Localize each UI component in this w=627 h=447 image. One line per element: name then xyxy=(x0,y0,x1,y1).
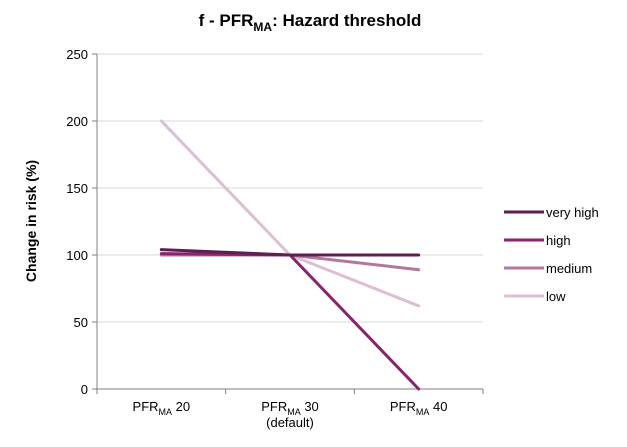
legend-item: low xyxy=(504,289,566,304)
series-line-high xyxy=(159,252,421,391)
chart-title-subscript: MA xyxy=(253,20,272,34)
x-tick-label-subscript: MA xyxy=(416,407,430,417)
x-tick-label-base: PFR xyxy=(390,399,416,414)
x-tick-label-base: PFR xyxy=(133,399,159,414)
legend-label: high xyxy=(546,233,571,248)
chart-title: f - PFRMA: Hazard threshold xyxy=(199,11,422,34)
legend-item: medium xyxy=(504,261,592,276)
y-tick-label: 100 xyxy=(66,248,88,263)
x-tick-label-suffix: 20 xyxy=(172,399,190,414)
x-tick-label: PFRMA 20 xyxy=(133,399,191,417)
x-tick-label-suffix: 40 xyxy=(429,399,447,414)
x-tick-label: PFRMA 40 xyxy=(390,399,448,417)
legend-item: very high xyxy=(504,205,599,220)
series-line-very-high xyxy=(159,248,421,257)
series-line-medium xyxy=(159,253,421,272)
x-tick-label: PFRMA 30 xyxy=(261,399,319,417)
y-tick-label: 0 xyxy=(81,382,88,397)
chart-title-prefix: f - PFR xyxy=(199,11,254,30)
series-line-low xyxy=(159,119,421,308)
x-tick-label-suffix: 30 xyxy=(301,399,319,414)
legend-label: very high xyxy=(546,205,599,220)
y-tick-label: 50 xyxy=(74,315,88,330)
legend-label: low xyxy=(546,289,566,304)
legend-label: medium xyxy=(546,261,592,276)
x-tick-note: (default) xyxy=(266,415,314,430)
y-axis-label: Change in risk (%) xyxy=(23,160,39,282)
y-tick-label: 250 xyxy=(66,47,88,62)
y-tick-label: 200 xyxy=(66,114,88,129)
x-tick-label-subscript: MA xyxy=(287,407,301,417)
legend-item: high xyxy=(504,233,571,248)
legend: very high high medium low xyxy=(504,205,599,304)
x-tick-label-base: PFR xyxy=(261,399,287,414)
y-tick-label: 150 xyxy=(66,181,88,196)
chart-title-suffix: : Hazard threshold xyxy=(272,11,421,30)
x-tick-label-subscript: MA xyxy=(159,407,173,417)
grid-layer xyxy=(97,53,483,323)
series-layer xyxy=(159,119,421,391)
